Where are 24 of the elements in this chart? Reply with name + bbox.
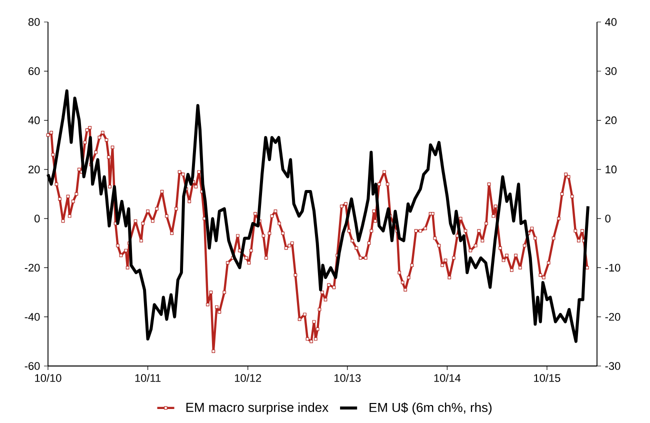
legend-label: EM U$ (6m ch%, rhs) <box>370 402 492 415</box>
y2-tick-label: 40 <box>605 18 617 26</box>
y2-tick-label: -10 <box>605 264 620 272</box>
y-tick-label: 0 <box>34 214 40 222</box>
y-tick-label: 60 <box>28 67 40 76</box>
x-tick-label: 10/12 <box>234 374 262 382</box>
x-tick-label: 10/13 <box>334 374 361 382</box>
x-tick-label: 10/11 <box>135 374 161 382</box>
y-tick-label: -60 <box>24 362 40 370</box>
x-tick-label: 10/15 <box>534 374 560 382</box>
y2-tick-label: 20 <box>605 116 617 124</box>
y2-tick-label: -20 <box>605 312 620 321</box>
y2-tick-label: 0 <box>605 214 610 222</box>
y-tick-label: -40 <box>24 312 40 321</box>
y2-tick-label: 30 <box>605 67 617 76</box>
y-tick-label: -20 <box>24 264 40 272</box>
x-tick-label: 10/14 <box>434 374 461 382</box>
y-tick-label: 80 <box>28 18 40 26</box>
y-tick-label: 40 <box>28 116 40 124</box>
x-tick-label: 10/10 <box>35 374 62 382</box>
y2-tick-label: -30 <box>605 362 620 370</box>
y-tick-label: 20 <box>28 166 40 174</box>
y2-tick-label: 10 <box>606 166 617 174</box>
legend-label: EM macro surprise index <box>186 402 328 415</box>
